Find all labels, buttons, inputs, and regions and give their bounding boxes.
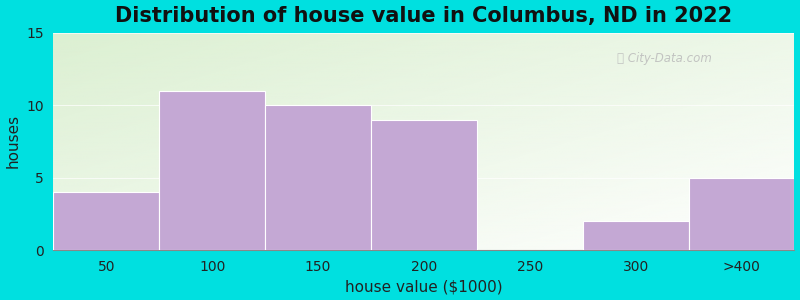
Bar <box>371 120 477 250</box>
Bar <box>54 192 159 250</box>
Bar <box>159 91 265 250</box>
Title: Distribution of house value in Columbus, ND in 2022: Distribution of house value in Columbus,… <box>115 6 733 26</box>
Bar <box>265 105 371 250</box>
X-axis label: house value ($1000): house value ($1000) <box>345 279 502 294</box>
Y-axis label: houses: houses <box>6 114 21 169</box>
Text: ⓘ City-Data.com: ⓘ City-Data.com <box>617 52 711 65</box>
Bar <box>689 178 794 250</box>
Bar <box>582 221 689 250</box>
